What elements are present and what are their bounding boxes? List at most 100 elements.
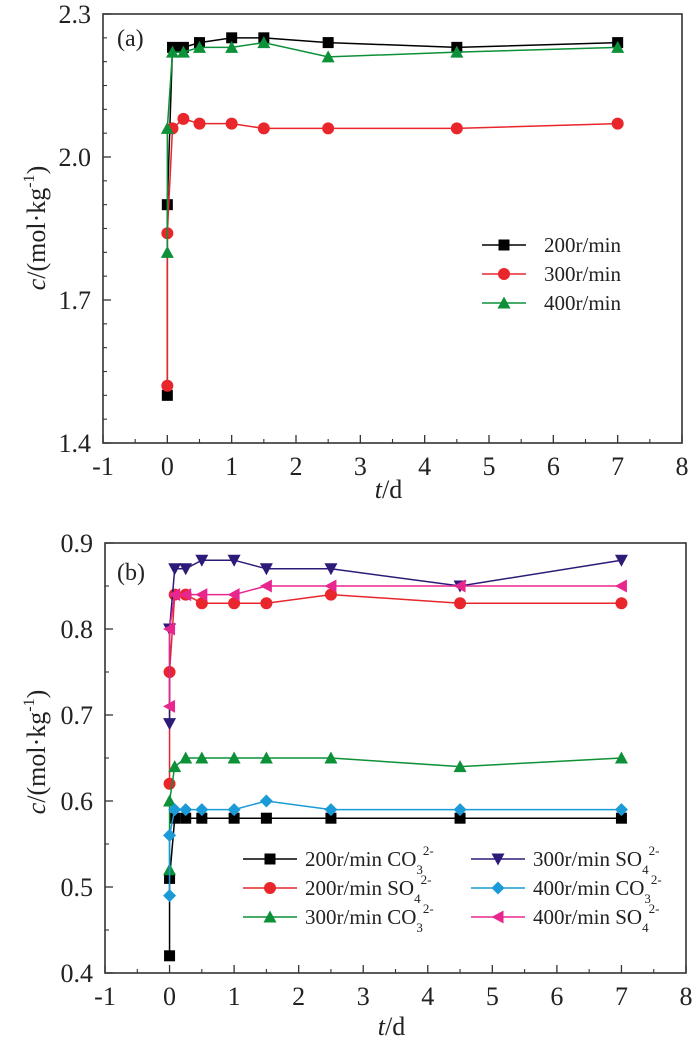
legend-marker	[491, 853, 505, 866]
legend-label-name: 200r/min	[544, 233, 621, 257]
legend: 200r/min 300r/min 400r/min	[482, 233, 621, 315]
x-tick-label: 7	[611, 452, 624, 481]
legend-label-name: 400r/min CO	[533, 876, 644, 900]
data-point	[453, 579, 466, 593]
data-point	[324, 588, 337, 601]
legend-label-subscript: 3	[644, 891, 651, 906]
y-axis-title-var: c	[22, 802, 51, 814]
legend-label-subscript: 4	[642, 862, 649, 877]
legend-label-superscript: 2-	[421, 872, 432, 887]
series-line	[166, 37, 618, 396]
x-axis-title-var: t	[375, 475, 383, 504]
data-point	[614, 554, 628, 567]
data-point	[161, 379, 174, 392]
data-point	[195, 597, 208, 610]
y-axis-title-unit: /(mol·kg	[22, 712, 51, 803]
legend-label-superscript: 2-	[651, 872, 662, 887]
data-point	[614, 803, 628, 817]
legend-marker	[497, 296, 511, 309]
legend-label-name: 400r/min SO	[533, 905, 642, 929]
data-point	[180, 812, 192, 824]
data-point	[168, 760, 182, 773]
x-tick-label: 5	[483, 452, 496, 481]
y-tick-label: 0.4	[61, 959, 94, 988]
legend-marker	[491, 910, 504, 924]
data-point	[257, 36, 271, 49]
y-tick-label: 0.6	[61, 787, 94, 816]
y-axis-title-close: )	[22, 690, 51, 699]
data-point	[453, 760, 467, 773]
series-1	[161, 32, 624, 401]
legend-label: 400r/min SO42-	[533, 901, 659, 935]
data-point	[227, 751, 241, 764]
legend-item: 200r/min CO32-	[243, 843, 434, 877]
legend-label: 400r/min CO32-	[533, 872, 662, 906]
legend-label-name: 200r/min SO	[305, 876, 414, 900]
x-axis-title-unit: /d	[382, 475, 402, 504]
x-tick-label: 1	[228, 982, 241, 1011]
x-tick-label: 0	[161, 452, 174, 481]
data-point	[195, 803, 209, 817]
x-tick-label: 6	[547, 452, 560, 481]
data-point	[260, 597, 273, 610]
x-tick-label: 3	[354, 452, 367, 481]
series-line	[168, 593, 622, 784]
data-point	[321, 50, 335, 63]
legend-item: 400r/min CO32-	[471, 872, 662, 906]
data-point	[161, 389, 173, 401]
y-tick-label: 0.9	[61, 529, 94, 558]
series-6	[163, 579, 627, 713]
legend-item: 300r/min	[482, 262, 621, 286]
legend-item: 200r/min SO42-	[243, 872, 431, 906]
data-point	[168, 563, 182, 576]
legend-label-superscript: 2-	[649, 843, 660, 858]
data-point	[195, 554, 209, 567]
data-point	[163, 718, 177, 731]
legend-item: 400r/min SO42-	[471, 901, 659, 935]
data-point	[614, 579, 627, 593]
data-point	[176, 45, 190, 58]
legend-item: 300r/min SO42-	[471, 843, 659, 877]
series-4	[163, 554, 628, 731]
data-point	[611, 40, 625, 53]
data-point	[260, 812, 272, 824]
x-tick-label: 4	[421, 982, 434, 1011]
series-3	[160, 36, 625, 258]
legend-item: 400r/min	[482, 291, 621, 315]
data-point	[324, 751, 338, 764]
data-point	[324, 579, 337, 593]
y-tick-label: 2.0	[59, 143, 92, 172]
legend-item: 300r/min CO32-	[243, 901, 434, 935]
legend-label-name: 300r/min SO	[533, 847, 642, 871]
data-point	[325, 812, 337, 824]
chart-panel-b: -1 0 1 2 3 4 5 6 7 8 0.4 0.5 0.6 0.7 0.8 0.9 t/d c/(mol·k…	[21, 529, 693, 1041]
data-point	[227, 588, 240, 602]
data-point	[179, 751, 193, 764]
legend-label-subscript: 4	[642, 920, 649, 935]
legend-label-subscript: 3	[416, 862, 423, 877]
x-tick-label: 8	[680, 982, 693, 1011]
legend-item: 200r/min	[482, 233, 621, 257]
y-axis-title: c/(mol·kg-1)	[21, 166, 51, 291]
legend-label: 300r/min CO32-	[305, 901, 434, 935]
x-tick-label: 6	[550, 982, 563, 1011]
x-tick-label: 3	[357, 982, 370, 1011]
chart-panel-a: -1 0 1 2 3 4 5 6 7 81.41.72.02.3t/dc/(mol·kg-1)(a…	[21, 0, 689, 504]
data-point	[257, 122, 270, 135]
data-point	[611, 117, 624, 130]
y-axis-title-close: )	[22, 166, 51, 175]
data-point	[259, 579, 272, 593]
data-point	[454, 812, 466, 824]
series-line	[168, 817, 622, 956]
data-point	[169, 812, 181, 824]
data-point	[228, 597, 241, 610]
y-tick-label: 1.4	[59, 429, 92, 458]
data-point	[225, 117, 238, 130]
data-point	[454, 597, 467, 610]
x-tick-label: 7	[615, 982, 628, 1011]
legend-label-superscript: 2-	[423, 901, 434, 916]
data-point	[163, 622, 176, 636]
data-point	[179, 563, 193, 576]
x-tick-label: -1	[94, 982, 116, 1011]
